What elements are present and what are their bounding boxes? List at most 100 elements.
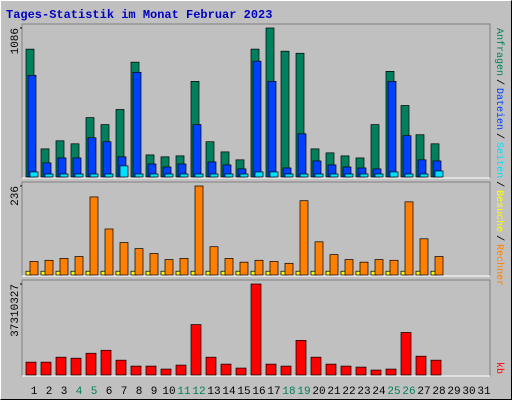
bar — [280, 50, 290, 178]
x-tick-label: 21 — [327, 386, 341, 398]
bar — [325, 363, 337, 376]
x-tick-label: 9 — [151, 386, 158, 398]
x-tick-label: 17 — [267, 386, 280, 398]
x-tick-label: 2 — [46, 386, 53, 398]
bar — [299, 173, 309, 178]
bar — [145, 365, 157, 376]
bar — [374, 259, 384, 276]
x-tick-label: 29 — [447, 386, 460, 398]
bar — [194, 185, 204, 276]
bar — [299, 200, 309, 276]
bar — [284, 262, 294, 276]
bar — [344, 173, 354, 178]
bar — [74, 173, 84, 178]
bar — [224, 258, 234, 276]
bar — [175, 364, 187, 376]
bar — [295, 340, 307, 376]
bar — [224, 173, 234, 178]
bar — [329, 254, 339, 276]
legend-entry: Anfragen — [493, 28, 505, 76]
bar — [179, 258, 189, 276]
chart-title: Tages-Statistik im Monat Februar 2023 — [6, 8, 272, 22]
bar — [359, 173, 369, 178]
bar — [134, 248, 144, 276]
bar — [209, 246, 219, 276]
bar — [89, 173, 99, 178]
x-tick-label: 4 — [76, 386, 83, 398]
x-tick-label: 1 — [31, 386, 38, 398]
bar — [254, 171, 264, 178]
bar — [104, 173, 114, 178]
bar — [89, 196, 99, 276]
x-tick-label: 8 — [136, 386, 143, 398]
legend-separator: / — [493, 181, 505, 187]
x-tick-label: 30 — [462, 386, 475, 398]
bar — [415, 355, 427, 376]
bar — [59, 173, 69, 178]
bar — [374, 173, 384, 178]
bar — [239, 173, 249, 178]
x-tick-label: 25 — [387, 386, 400, 398]
legend-entry: Besuche — [493, 190, 505, 232]
y-tick-label: 236 — [10, 186, 22, 206]
x-tick-label: 28 — [432, 386, 445, 398]
bar — [370, 369, 382, 376]
x-tick-label: 12 — [192, 386, 205, 398]
legend-separator: / — [493, 79, 505, 85]
bar — [100, 349, 112, 376]
bar — [314, 241, 324, 276]
bar — [29, 261, 39, 276]
bar — [179, 173, 189, 178]
bar — [74, 256, 84, 276]
bar — [252, 60, 262, 178]
bar — [404, 173, 414, 178]
bar — [119, 165, 129, 178]
bar — [149, 253, 159, 276]
x-tick-label: 15 — [237, 386, 250, 398]
bar — [359, 261, 369, 276]
bar — [164, 259, 174, 276]
bar — [194, 173, 204, 178]
bar — [404, 201, 414, 276]
x-tick-label: 23 — [357, 386, 370, 398]
bar — [40, 361, 52, 376]
bar — [149, 173, 159, 178]
x-tick-label: 22 — [342, 386, 355, 398]
bar — [389, 259, 399, 276]
bar — [344, 259, 354, 276]
bar — [134, 173, 144, 178]
bar — [419, 173, 429, 178]
bar — [102, 141, 112, 178]
legend-entry: Seiten — [493, 142, 505, 178]
y-tick-label: 1086 — [10, 28, 22, 54]
x-tick-label: 18 — [282, 386, 295, 398]
x-tick-label: 11 — [177, 386, 191, 398]
bar — [400, 332, 412, 376]
bar — [70, 357, 82, 376]
bar — [267, 81, 277, 178]
bar — [310, 356, 322, 376]
x-tick-label: 7 — [121, 386, 128, 398]
bar — [402, 135, 412, 178]
bar — [385, 368, 397, 376]
x-tick-label: 5 — [91, 386, 98, 398]
x-tick-label: 16 — [252, 386, 265, 398]
x-tick-label: 24 — [372, 386, 386, 398]
bar — [132, 71, 142, 178]
bar — [27, 74, 37, 178]
x-tick-label: 31 — [477, 386, 491, 398]
bar — [314, 173, 324, 178]
x-tick-label: 3 — [61, 386, 68, 398]
bar — [269, 261, 279, 276]
bar — [164, 173, 174, 178]
x-tick-label: 6 — [106, 386, 113, 398]
bar — [297, 133, 307, 178]
bar — [220, 363, 232, 376]
bar — [209, 173, 219, 178]
bar — [130, 365, 142, 376]
legend-entry: Dateien — [493, 88, 505, 130]
bar — [44, 173, 54, 178]
bar — [434, 170, 444, 178]
